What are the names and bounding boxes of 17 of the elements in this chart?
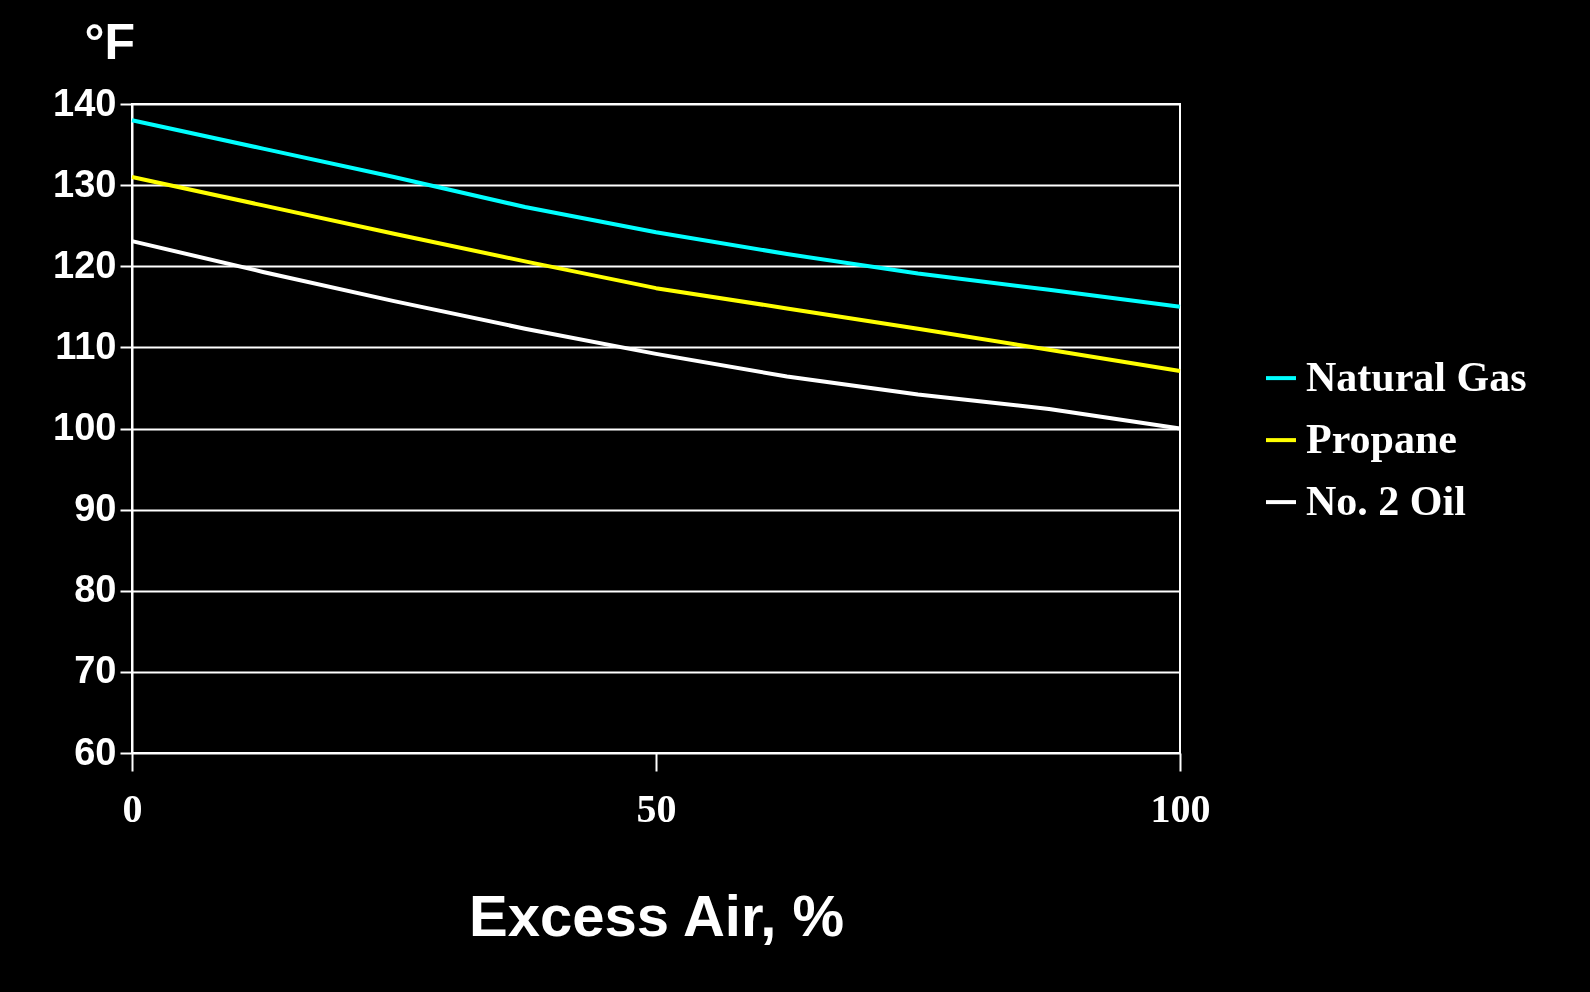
x-tick-label: 100: [1150, 785, 1211, 831]
y-tick-label: 100: [53, 406, 117, 448]
legend-label: No. 2 Oil: [1306, 478, 1466, 525]
legend-label: Propane: [1306, 416, 1457, 463]
x-tick-label: 0: [122, 785, 143, 831]
y-tick-label: 60: [74, 730, 117, 773]
y-tick-label: 80: [74, 568, 117, 611]
y-tick-label: 90: [74, 487, 117, 530]
y-axis-title: °F: [84, 13, 136, 70]
y-tick-label: 120: [53, 243, 117, 286]
y-tick-label: 130: [53, 162, 117, 205]
x-axis-title: Excess Air, %: [468, 882, 845, 948]
y-tick-label: 140: [53, 81, 117, 124]
legend-label: Natural Gas: [1306, 354, 1527, 401]
y-tick-label: 110: [55, 324, 117, 367]
x-tick-label: 50: [636, 785, 677, 831]
y-tick-label: 70: [74, 649, 117, 692]
